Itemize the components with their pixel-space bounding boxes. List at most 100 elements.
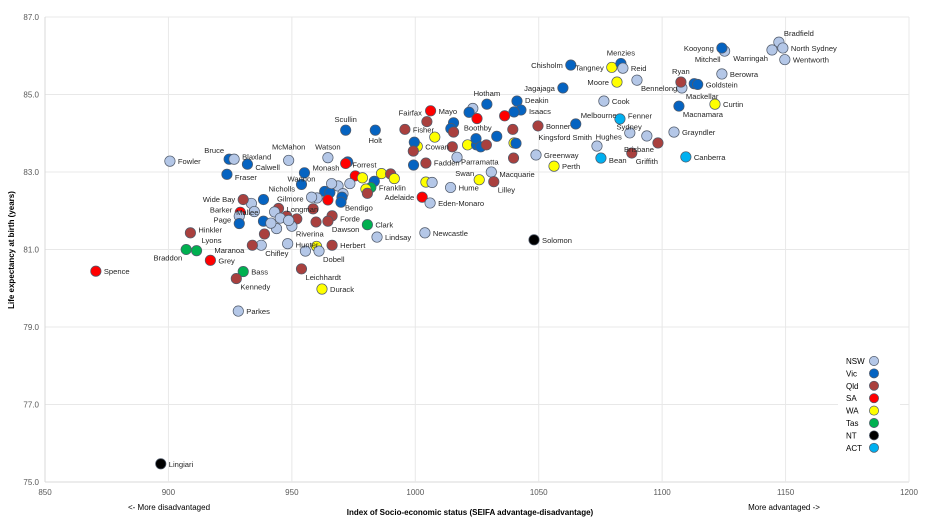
data-point [241, 158, 253, 170]
legend-label: Vic [846, 369, 857, 378]
data-point [445, 181, 457, 194]
data-point [316, 283, 328, 295]
data-point [407, 145, 419, 157]
data-point [283, 214, 295, 226]
data-point [473, 174, 485, 186]
point-label: Bass [251, 268, 268, 277]
legend-label: NT [846, 431, 857, 440]
data-point [446, 141, 458, 153]
data-point [283, 154, 295, 166]
point-label: Bradfield [784, 29, 814, 38]
data-point [680, 151, 692, 163]
x-tick-label: 900 [162, 488, 176, 497]
point-label: Blaxland [242, 152, 271, 161]
point-label: Fairfax [399, 109, 422, 118]
data-point [673, 100, 685, 112]
data-point [766, 44, 778, 56]
data-point [507, 152, 520, 164]
data-point [371, 231, 383, 243]
data-point [306, 191, 318, 203]
y-tick-label: 77.0 [23, 401, 39, 410]
point-label: Berowra [730, 70, 759, 79]
point-label: Calwell [255, 163, 280, 172]
data-point [485, 166, 497, 178]
data-point [221, 168, 233, 180]
legend-marker [869, 442, 879, 453]
data-point [282, 238, 294, 250]
data-point [388, 173, 400, 185]
data-point [471, 112, 483, 125]
data-point [617, 62, 629, 74]
data-point [322, 194, 334, 206]
data-point [313, 245, 325, 257]
x-axis-title: Index of Socio-economic status (SEIFA ad… [347, 508, 594, 517]
point-label: Grayndler [682, 128, 716, 137]
data-point [248, 205, 260, 218]
data-point [258, 228, 271, 240]
point-label: Goldstein [706, 80, 738, 89]
data-point [265, 217, 277, 229]
x-tick-label: 1000 [406, 488, 424, 497]
point-label: North Sydney [791, 44, 837, 53]
point-label: Macnamara [683, 110, 724, 119]
legend-marker [869, 368, 879, 379]
point-label: Barker [210, 206, 233, 215]
data-point [164, 155, 176, 167]
data-point [488, 176, 500, 188]
data-point [344, 178, 356, 190]
data-point [299, 245, 311, 257]
data-point [510, 137, 522, 149]
legend-label: SA [846, 394, 857, 403]
data-point [641, 130, 653, 142]
point-label: Mitchell [695, 55, 721, 64]
point-label: Lyons [202, 236, 222, 245]
point-label: Sydney [616, 122, 642, 131]
x-tick-label: 950 [285, 488, 299, 497]
data-point [480, 139, 492, 151]
data-point [425, 105, 437, 117]
point-label: Franklin [379, 184, 406, 193]
point-label: Wide Bay [203, 195, 236, 204]
y-tick-labels: 75.0 77.0 79.0 81.0 83.0 85.0 87.0 [23, 13, 39, 487]
point-label: Wentworth [793, 56, 829, 65]
point-label: Macquarie [499, 170, 534, 179]
data-point [237, 266, 249, 278]
data-point [624, 127, 636, 139]
data-point [668, 126, 680, 138]
data-point [340, 124, 352, 136]
point-label: Fraser [235, 173, 257, 182]
point-label: Hume [459, 184, 479, 193]
data-point [598, 95, 610, 107]
data-point [565, 59, 577, 71]
x-note-left: <- More disadvantaged [128, 503, 210, 512]
point-label: Forde [340, 214, 360, 223]
data-point [399, 123, 411, 135]
data-point [557, 82, 569, 94]
data-point [361, 219, 373, 231]
data-point [528, 234, 540, 246]
data-point [421, 116, 433, 128]
point-label: Mallee [236, 208, 258, 217]
point-label: Griffith [636, 157, 658, 166]
point-label: Maranoa [214, 246, 245, 255]
x-tick-label: 1050 [530, 488, 548, 497]
point-label: Menzies [607, 49, 635, 58]
data-point [716, 68, 728, 80]
point-label: Parkes [246, 307, 270, 316]
data-point [191, 245, 203, 257]
legend-marker [869, 380, 879, 391]
data-point [530, 149, 542, 161]
data-point [420, 157, 432, 169]
data-point [230, 273, 242, 285]
point-label: Newcastle [433, 229, 468, 238]
point-label: Deakin [525, 96, 549, 105]
data-point [426, 176, 438, 189]
point-label: Hughes [596, 133, 622, 142]
data-point [408, 159, 420, 171]
point-label: Page [214, 216, 232, 225]
point-label: Bendigo [345, 204, 373, 213]
data-point [416, 191, 428, 203]
point-labels: Bradfield North Sydney Warringah Wentworth M… [104, 29, 837, 469]
data-point [595, 152, 607, 164]
x-tick-label: 1100 [654, 488, 672, 497]
